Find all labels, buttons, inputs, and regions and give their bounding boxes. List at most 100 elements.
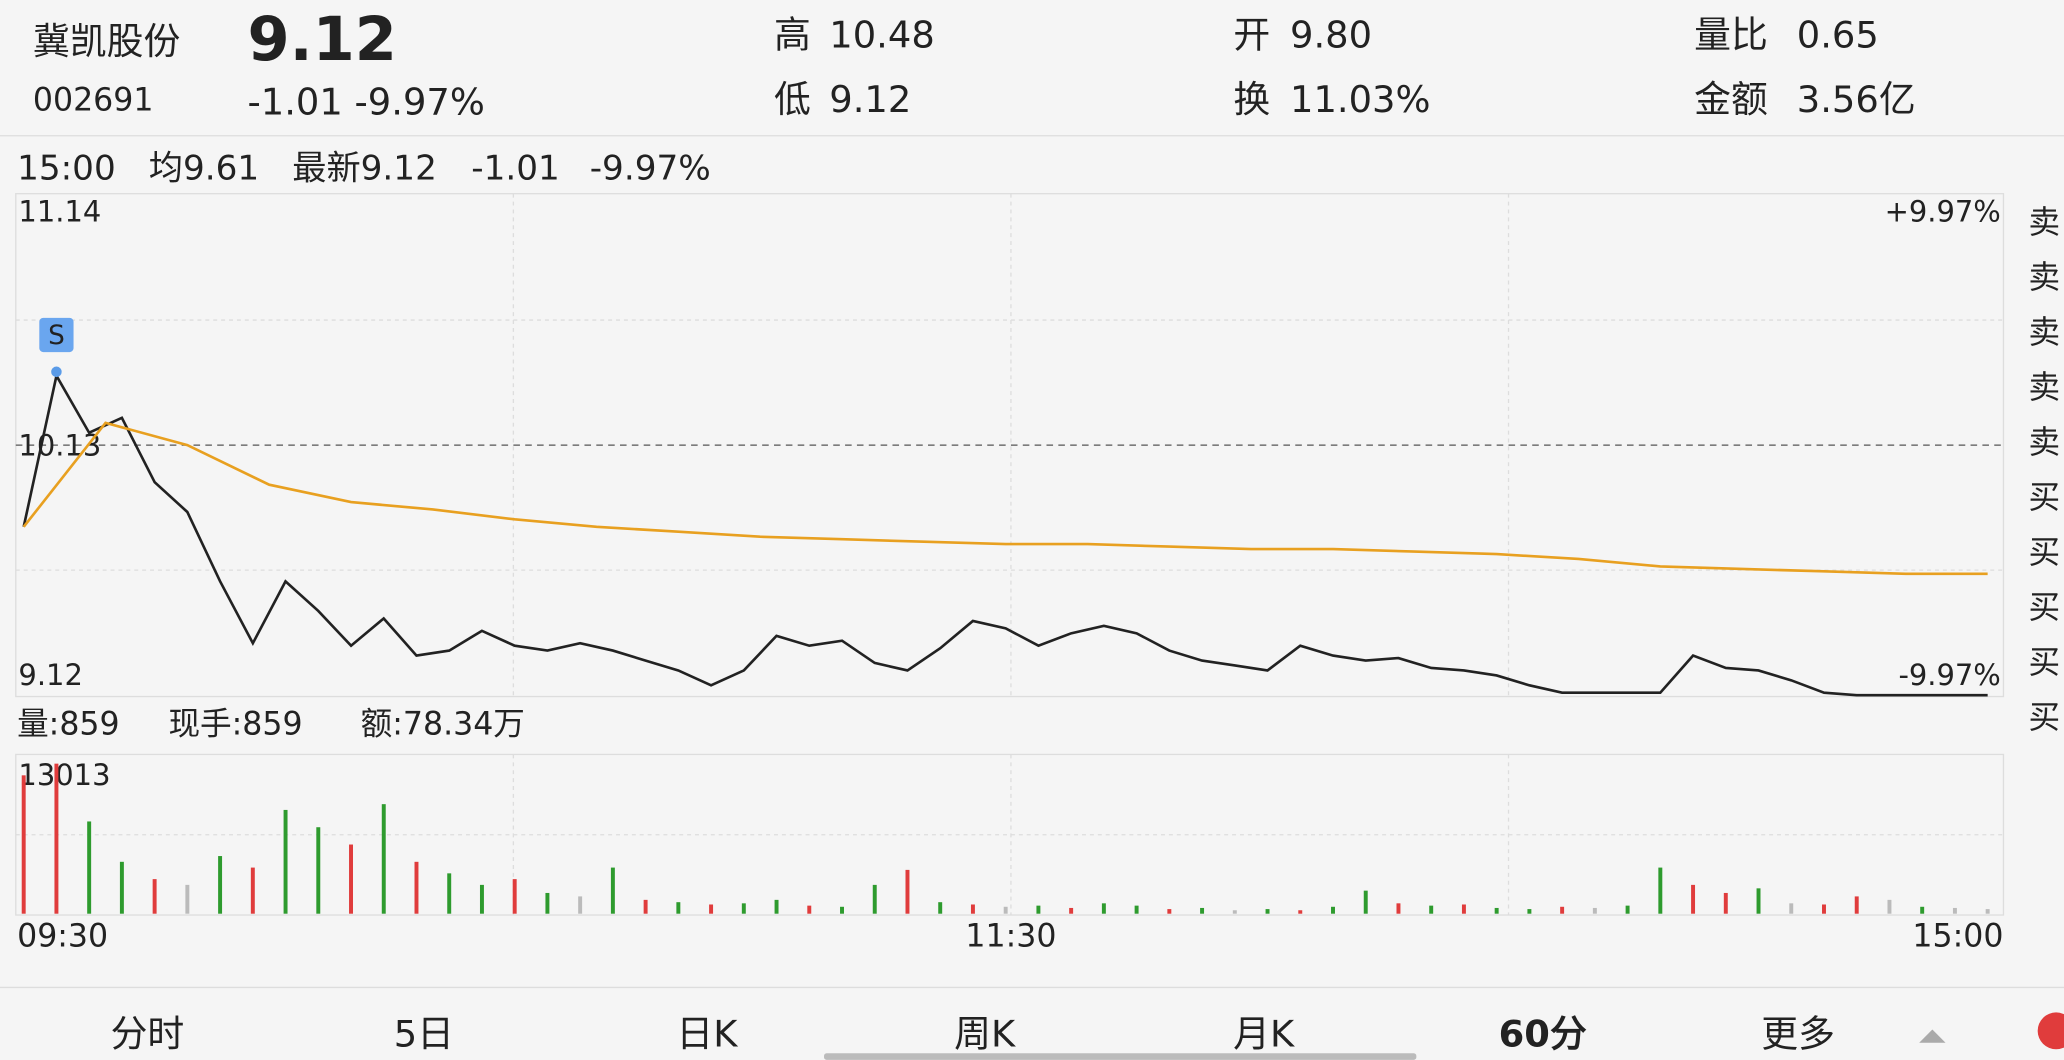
volume-bar	[1560, 906, 1565, 914]
stat-label: 低	[774, 78, 811, 121]
volume-tick: 13013	[18, 758, 110, 792]
volume-label: 量:859	[17, 706, 120, 742]
stat-value: 9.80	[1290, 14, 1372, 57]
order-book-label: 卖	[2028, 260, 2060, 296]
order-book-label: 买	[2028, 480, 2060, 516]
stat-label: 开	[1233, 14, 1270, 57]
stat-label: 高	[774, 14, 811, 57]
signal-dot	[51, 366, 62, 378]
volume-bar	[741, 903, 746, 914]
volume-bar	[1952, 907, 1957, 914]
volume-bar	[1625, 905, 1630, 914]
info-change: -1.01	[471, 148, 560, 188]
order-book-label: 买	[2028, 535, 2060, 571]
float-button[interactable]	[2037, 1012, 2064, 1050]
volume-bar	[218, 856, 223, 914]
volume-bar	[479, 884, 484, 914]
volume-bar	[1461, 904, 1466, 914]
info-pct: -9.97%	[590, 148, 711, 188]
y-tick-label: 9.12	[18, 658, 82, 692]
volume-bar	[1691, 884, 1696, 914]
volume-bar	[1658, 867, 1663, 914]
tab[interactable]: 日K	[676, 1013, 738, 1056]
volume-bar	[1167, 909, 1172, 914]
amount-label: 额:78.34万	[361, 706, 525, 742]
price-line	[22, 372, 1988, 697]
stat-label: 量比	[1694, 14, 1768, 57]
volume-bar	[1232, 910, 1237, 914]
x-tick-label: 11:30	[965, 918, 1056, 954]
volume-bar	[1527, 909, 1532, 914]
volume-bar	[1134, 905, 1139, 914]
tab[interactable]: 分时	[111, 1013, 185, 1056]
stat-label: 换	[1233, 78, 1270, 121]
order-book-label: 买	[2028, 645, 2060, 681]
volume-bar	[414, 861, 419, 914]
volume-bar	[1592, 907, 1597, 914]
volume-bar	[1036, 905, 1041, 914]
info-time: 15:00	[17, 148, 116, 188]
volume-bar	[1887, 899, 1892, 914]
volume-bar	[381, 804, 386, 914]
volume-bar	[349, 844, 353, 914]
volume-bar	[1494, 907, 1499, 914]
volume-bar	[610, 867, 615, 914]
volume-bar	[1822, 904, 1826, 914]
stock-change: -1.01 -9.97%	[247, 81, 484, 124]
volume-bar	[119, 861, 124, 914]
volume-bar	[87, 821, 92, 914]
info-latest: 最新9.12	[292, 148, 437, 188]
tab[interactable]: 周K	[954, 1013, 1016, 1056]
stock-name: 冀凯股份	[33, 20, 180, 63]
volume-bar	[905, 869, 910, 914]
volume-bar	[1789, 903, 1794, 914]
volume-bar	[1200, 907, 1205, 914]
order-book-label: 买	[2028, 590, 2060, 626]
volume-bar	[774, 899, 779, 914]
signal-text: S	[48, 321, 65, 351]
collapse-icon[interactable]	[1919, 1029, 1946, 1043]
volume-bar	[1396, 903, 1401, 914]
volume-bar	[578, 896, 583, 914]
volume-bar	[1101, 903, 1106, 914]
volume-bar	[283, 809, 288, 914]
volume-bar	[1069, 907, 1074, 914]
volume-bar	[1429, 905, 1434, 914]
stock-price: 9.12	[247, 5, 396, 75]
volume-bar	[840, 906, 844, 914]
volume-bar	[1854, 896, 1859, 914]
volume-bar	[512, 879, 517, 914]
order-book-label: 卖	[2028, 370, 2060, 406]
tab[interactable]: 60分	[1499, 1013, 1587, 1056]
x-tick-label: 15:00	[1912, 918, 2003, 954]
volume-bar	[1331, 906, 1335, 914]
stat-value: 0.65	[1797, 14, 1879, 57]
tab[interactable]: 月K	[1233, 1013, 1295, 1056]
hand-label: 现手:859	[168, 706, 302, 742]
volume-bar	[250, 867, 255, 914]
volume-bar	[1985, 909, 1990, 914]
stat-label: 金额	[1694, 78, 1768, 121]
stat-value: 9.12	[829, 78, 911, 121]
volume-bar	[1265, 909, 1270, 914]
tab[interactable]: 5日	[394, 1013, 454, 1056]
pct-label: +9.97%	[1885, 194, 2001, 228]
volume-bar	[1363, 890, 1368, 914]
signal-badge	[39, 317, 74, 353]
volume-bar	[316, 827, 321, 914]
volume-bar	[970, 904, 975, 914]
home-bar	[824, 1053, 1417, 1060]
volume-bar	[643, 899, 648, 914]
stat-value: 11.03%	[1290, 78, 1431, 121]
stat-value: 3.56亿	[1797, 78, 1916, 121]
order-book-label: 卖	[2028, 425, 2060, 461]
order-book-label: 卖	[2028, 315, 2060, 351]
volume-bar	[709, 904, 714, 914]
order-book-label: 卖	[2028, 205, 2060, 241]
order-book-label: 买	[2028, 700, 2060, 736]
volume-bar	[545, 892, 550, 914]
tab[interactable]: 更多	[1761, 1013, 1835, 1056]
